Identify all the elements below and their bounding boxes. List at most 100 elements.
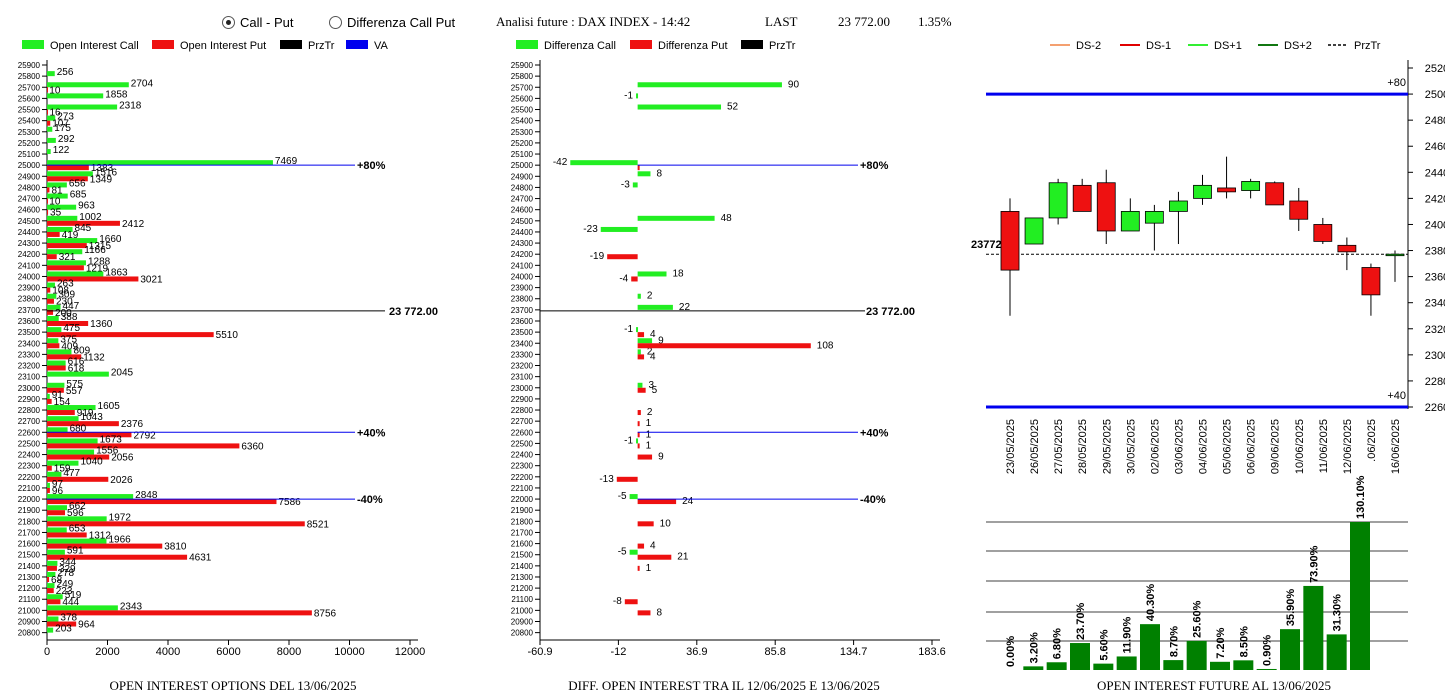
oi-put-value: 964 bbox=[78, 620, 95, 631]
oi-put-value: 557 bbox=[66, 386, 83, 397]
diff-put-value: -4 bbox=[619, 273, 628, 284]
oi-strike-label: 21500 bbox=[18, 551, 41, 560]
oi-call-value: 378 bbox=[60, 613, 77, 624]
future-bar-label: 7.20% bbox=[1215, 627, 1227, 658]
oi-call-value: 1605 bbox=[98, 401, 121, 412]
oi-call-bar bbox=[47, 304, 61, 310]
radio-unselected-icon[interactable] bbox=[329, 16, 342, 29]
future-bar bbox=[1233, 660, 1254, 670]
radio-diff[interactable]: Differenza Call Put bbox=[329, 15, 455, 30]
radio-selected-icon[interactable] bbox=[222, 16, 235, 29]
future-bar-label: 73.90% bbox=[1308, 545, 1320, 583]
diff-put-bar bbox=[637, 521, 654, 527]
oi-put-bar bbox=[47, 276, 139, 282]
oi-put-bar bbox=[47, 576, 50, 582]
diff-x-tick-label: 183.6 bbox=[918, 646, 946, 658]
oi-call-value: 1556 bbox=[96, 446, 119, 457]
oi-put-bar bbox=[47, 543, 163, 549]
diff-put-bar bbox=[637, 610, 651, 616]
diff-call-value: 22 bbox=[679, 302, 691, 313]
oi-call-bar bbox=[47, 293, 57, 299]
oi-call-bar bbox=[47, 382, 65, 388]
oi-call-value: 1043 bbox=[81, 412, 104, 423]
future-title: OPEN INTEREST FUTURE AL 13/06/2025 bbox=[1097, 678, 1331, 693]
oi-strike-label: 22800 bbox=[18, 406, 41, 415]
diff-strike-label: 23400 bbox=[511, 339, 534, 348]
oi-put-value: 4631 bbox=[189, 553, 212, 564]
oi-put-bar bbox=[47, 120, 51, 126]
diff-put-bar bbox=[637, 165, 640, 171]
oi-call-bar bbox=[47, 527, 67, 533]
candle-body bbox=[1169, 200, 1188, 212]
oi-x-tick-label: 4000 bbox=[156, 646, 180, 658]
oi-put-bar bbox=[47, 410, 75, 416]
diff-call-value: 2 bbox=[647, 346, 653, 357]
radio-diff-label: Differenza Call Put bbox=[347, 15, 456, 30]
oi-call-bar bbox=[47, 238, 98, 244]
future-bar bbox=[1303, 585, 1324, 670]
oi-strike-label: 24100 bbox=[18, 261, 41, 270]
oi-call-bar bbox=[47, 449, 95, 455]
diff-va-label: +40% bbox=[860, 427, 889, 439]
diff-put-value: 1 bbox=[646, 563, 652, 574]
oi-strike-label: 20900 bbox=[18, 618, 41, 627]
candle-date-label: 11/06/2025 bbox=[1318, 419, 1330, 473]
oi-strike-label: 25800 bbox=[18, 72, 41, 81]
oi-call-value: 1288 bbox=[88, 256, 111, 267]
oi-call-bar bbox=[47, 438, 98, 444]
oi-call-value: 263 bbox=[57, 279, 74, 290]
candle-y-tick-label: 24800 bbox=[1425, 115, 1445, 127]
oi-put-bar bbox=[47, 165, 89, 171]
diff-put-bar bbox=[637, 332, 645, 338]
legend-oi-call-swatch bbox=[22, 40, 44, 49]
diff-call-bar bbox=[636, 327, 639, 333]
oi-put-bar bbox=[47, 599, 61, 605]
candle-date-label: 09/06/2025 bbox=[1270, 419, 1282, 474]
oi-strike-label: 23200 bbox=[18, 362, 41, 371]
oi-strike-label: 25400 bbox=[18, 117, 41, 126]
oi-put-bar bbox=[47, 198, 48, 204]
future-bar-label: 8.70% bbox=[1168, 626, 1180, 657]
oi-call-bar bbox=[47, 471, 62, 477]
oi-price-label: 23 772.00 bbox=[389, 306, 438, 318]
oi-put-bar bbox=[47, 398, 52, 404]
oi-strike-label: 21700 bbox=[18, 528, 41, 537]
candle-upper-label: +80 bbox=[1387, 77, 1406, 89]
oi-call-value: 1166 bbox=[84, 245, 106, 256]
oi-put-bar bbox=[47, 454, 110, 460]
legend-va-label: VA bbox=[374, 40, 389, 52]
oi-put-value: 2412 bbox=[122, 219, 145, 230]
oi-call-value: 122 bbox=[53, 145, 70, 156]
oi-put-bar bbox=[47, 298, 54, 304]
diff-put-value: 21 bbox=[677, 552, 689, 563]
diff-strike-label: 24100 bbox=[511, 261, 534, 270]
oi-call-bar bbox=[47, 215, 78, 221]
oi-call-value: 1966 bbox=[108, 535, 131, 546]
future-bar-label: 8.50% bbox=[1238, 626, 1250, 657]
diff-put-value: 5 bbox=[652, 385, 658, 396]
future-bar bbox=[1046, 662, 1067, 670]
candle-date-label: 12/06/2025 bbox=[1342, 419, 1354, 474]
candle-date-label: 29/05/2025 bbox=[1101, 419, 1113, 474]
oi-call-value: 1863 bbox=[105, 267, 128, 278]
diff-strike-label: 20800 bbox=[511, 629, 534, 638]
header: Call - Put Differenza Call Put Analisi f… bbox=[0, 0, 1445, 60]
oi-x-tick-label: 2000 bbox=[95, 646, 119, 658]
diff-put-value: 108 bbox=[817, 340, 834, 351]
diff-strike-label: 22700 bbox=[511, 417, 534, 426]
diff-call-value: -1 bbox=[624, 90, 633, 101]
diff-strike-label: 23700 bbox=[511, 306, 534, 315]
oi-put-value: 16 bbox=[49, 108, 61, 119]
diff-put-bar bbox=[637, 432, 640, 438]
oi-put-value: 10 bbox=[49, 85, 61, 96]
legend-diff-przt-swatch bbox=[741, 40, 763, 49]
future-bar bbox=[1210, 661, 1230, 670]
diff-call-value: -5 bbox=[618, 491, 627, 502]
legend-oi-put-label: Open Interest Put bbox=[180, 40, 266, 52]
legend-candle-label: DS+2 bbox=[1284, 40, 1312, 52]
radio-call-put[interactable]: Call - Put bbox=[222, 15, 293, 30]
legend-diff-call-swatch bbox=[516, 40, 538, 49]
oi-va-label: +80% bbox=[357, 160, 386, 172]
future-bar bbox=[1280, 629, 1300, 670]
oi-call-bar bbox=[47, 560, 58, 566]
